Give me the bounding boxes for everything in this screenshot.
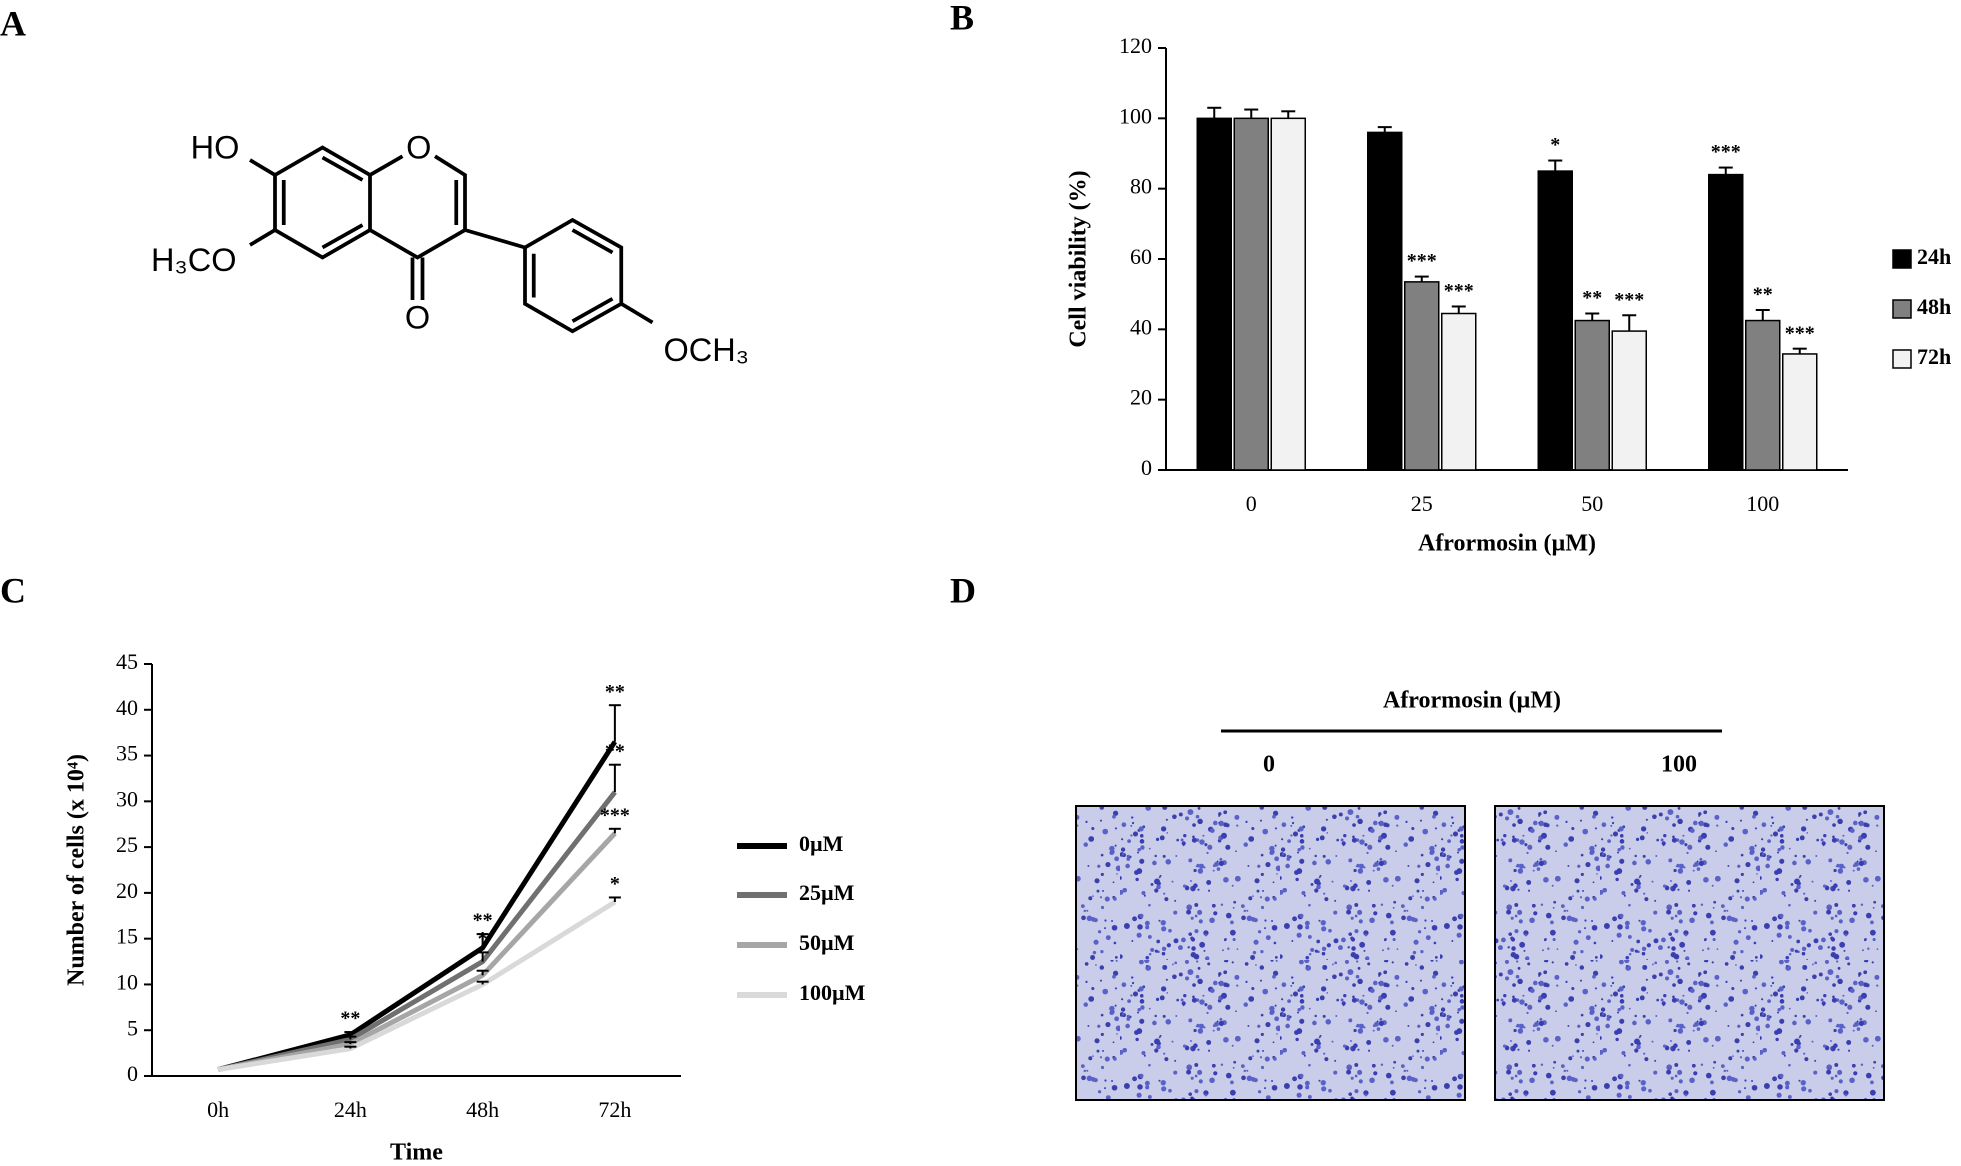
significance: ** bbox=[473, 910, 493, 932]
bar bbox=[1708, 173, 1744, 471]
panel-label: C bbox=[0, 570, 26, 610]
y-tick-label: 0 bbox=[1141, 455, 1152, 480]
bar bbox=[1782, 353, 1818, 471]
atom-label: H₃CO bbox=[151, 242, 236, 278]
y-axis-label: Cell viability (%) bbox=[1066, 170, 1092, 347]
y-tick-label: 20 bbox=[1130, 385, 1152, 410]
atom-label: HO bbox=[191, 130, 240, 166]
bond bbox=[464, 228, 526, 250]
series-line bbox=[217, 899, 617, 1073]
bar bbox=[1611, 330, 1647, 471]
legend-label: 72h bbox=[1917, 344, 1951, 369]
bar bbox=[1745, 319, 1781, 471]
legend-label: 100µM bbox=[799, 980, 866, 1005]
x-tick-label: 100 bbox=[1746, 491, 1779, 516]
x-tick-label: 72h bbox=[598, 1097, 631, 1122]
y-tick-label: 30 bbox=[116, 786, 138, 811]
significance: *** bbox=[1785, 322, 1815, 344]
x-tick-label: 24h bbox=[334, 1097, 367, 1122]
significance: *** bbox=[1444, 280, 1474, 302]
y-tick-label: 40 bbox=[116, 695, 138, 720]
legend-label: 24h bbox=[1917, 244, 1951, 269]
significance: * bbox=[478, 928, 488, 950]
y-tick-label: 25 bbox=[116, 832, 138, 857]
bar bbox=[1367, 131, 1403, 471]
bond bbox=[369, 154, 467, 260]
condition-label: 100 bbox=[1661, 752, 1697, 778]
y-tick-label: 60 bbox=[1130, 244, 1152, 269]
condition-label: 0 bbox=[1263, 752, 1275, 778]
significance: *** bbox=[1711, 141, 1741, 163]
bond bbox=[249, 228, 276, 247]
x-tick-label: 0 bbox=[1246, 491, 1257, 516]
significance: *** bbox=[1407, 250, 1437, 272]
y-tick-label: 35 bbox=[116, 741, 138, 766]
legend-label: 0µM bbox=[799, 831, 844, 856]
y-tick-label: 80 bbox=[1130, 174, 1152, 199]
y-tick-label: 120 bbox=[1119, 33, 1152, 58]
legend-label: 25µM bbox=[799, 880, 855, 905]
bar bbox=[1233, 117, 1269, 471]
significance: *** bbox=[600, 804, 630, 826]
bond bbox=[523, 217, 624, 334]
y-tick-label: 10 bbox=[116, 969, 138, 994]
bond bbox=[273, 145, 372, 260]
significance: ** bbox=[340, 1008, 360, 1030]
bond bbox=[321, 155, 364, 182]
significance: * bbox=[610, 873, 620, 895]
legend-label: 48h bbox=[1917, 294, 1951, 319]
x-axis-label: Afrormosin (µM) bbox=[1418, 531, 1596, 557]
bar bbox=[1270, 117, 1306, 471]
x-tick-label: 48h bbox=[466, 1097, 499, 1122]
atom-label: O bbox=[406, 130, 431, 166]
bar bbox=[1404, 281, 1440, 471]
atom-label: OCH₃ bbox=[664, 332, 749, 368]
micrograph bbox=[1075, 805, 1466, 1101]
chemical-structure: HO O H₃CO O OCH₃ bbox=[151, 130, 749, 369]
significance: *** bbox=[1614, 289, 1644, 311]
bar bbox=[1196, 117, 1232, 471]
series-line bbox=[217, 740, 617, 1073]
image-panel-title: Afrormosin (µM) bbox=[1383, 688, 1561, 714]
bar bbox=[1537, 170, 1573, 471]
panel-label: B bbox=[950, 0, 974, 37]
significance: * bbox=[1550, 134, 1560, 156]
significance: ** bbox=[605, 740, 625, 762]
x-tick-label: 50 bbox=[1581, 491, 1603, 516]
bond bbox=[321, 223, 364, 250]
y-tick-label: 40 bbox=[1130, 314, 1152, 339]
legend-label: 50µM bbox=[799, 930, 855, 955]
y-tick-label: 45 bbox=[116, 649, 138, 674]
x-tick-label: 0h bbox=[207, 1097, 229, 1122]
bond bbox=[620, 302, 654, 325]
y-axis-label: Number of cells (x 10⁴) bbox=[64, 754, 90, 986]
atom-label: O bbox=[405, 300, 430, 336]
y-tick-label: 5 bbox=[127, 1015, 138, 1040]
panel-label: D bbox=[950, 570, 976, 610]
significance: ** bbox=[605, 681, 625, 703]
significance: ** bbox=[1582, 287, 1602, 309]
significance: ** bbox=[1753, 284, 1773, 306]
x-axis-label: Time bbox=[390, 1140, 443, 1166]
bond bbox=[571, 297, 614, 323]
bond bbox=[369, 154, 404, 177]
legend-swatch bbox=[1892, 299, 1912, 319]
y-tick-label: 20 bbox=[116, 878, 138, 903]
y-tick-label: 100 bbox=[1119, 103, 1152, 128]
x-tick-label: 25 bbox=[1411, 491, 1433, 516]
legend-swatch bbox=[1892, 349, 1912, 369]
bond bbox=[249, 158, 276, 177]
panel-label: A bbox=[0, 3, 26, 43]
y-tick-label: 0 bbox=[127, 1061, 138, 1086]
micrograph bbox=[1494, 805, 1885, 1101]
y-tick-label: 15 bbox=[116, 924, 138, 949]
bar bbox=[1574, 319, 1610, 471]
legend-swatch bbox=[1892, 249, 1912, 269]
bond bbox=[571, 228, 614, 255]
bar bbox=[1441, 312, 1477, 471]
